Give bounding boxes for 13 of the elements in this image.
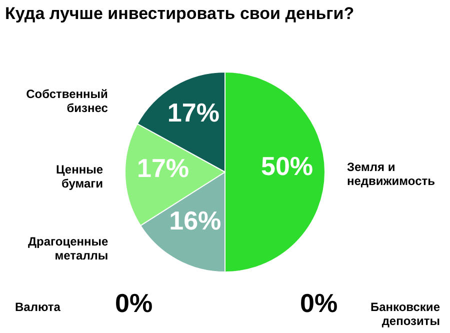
slice-label: Драгоценные металлы [28,234,108,262]
category-label: Валюта [15,300,60,314]
text: 0% [115,288,153,318]
data-label: 16% [169,205,222,236]
text: 0% [300,288,338,318]
data-label: 50% [260,151,314,181]
slice-label: Собственный бизнес [26,86,108,115]
data-label: 17% [137,152,190,183]
data-label: 17% [167,98,220,128]
slice-label: Земля и недвижимость [347,160,435,188]
category-label: Банковские депозиты [370,300,440,328]
chart-title: Куда лучше инвестировать свои деньги? [5,4,354,23]
slice-label: Ценные бумаги [56,162,104,191]
